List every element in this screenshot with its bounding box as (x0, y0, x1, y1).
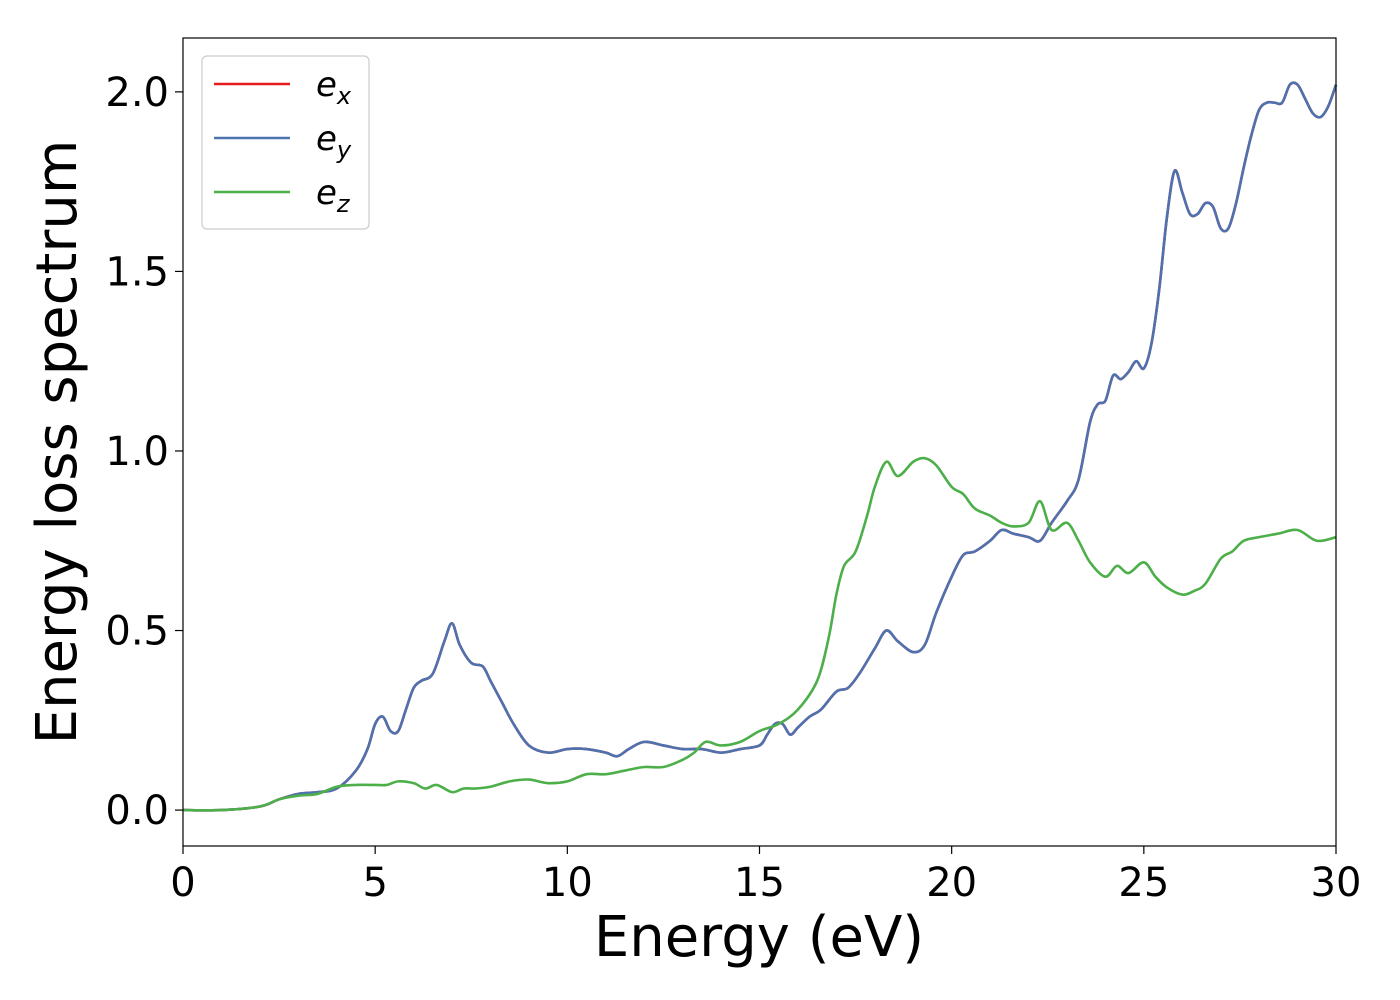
series-line-y (182, 81, 1338, 812)
series-line-z (182, 456, 1337, 812)
x-axis-ticks: 0 5 10 15 20 25 30 (170, 846, 1361, 906)
x-tick-label: 30 (1311, 860, 1362, 906)
y-tick-label: 1.5 (105, 249, 169, 295)
legend-label-x: ex (316, 65, 352, 110)
legend-box (201, 55, 370, 230)
x-axis-title: Energy (eV) (594, 905, 924, 970)
legend-label-z: ez (316, 173, 351, 218)
x-tick-label: 10 (542, 860, 593, 906)
x-tick-label: 25 (1118, 860, 1169, 906)
legend-label-y: ey (316, 119, 352, 164)
x-tick-label: 15 (734, 860, 785, 906)
y-tick-label: 0.0 (105, 788, 169, 834)
y-axis-ticks: 0.0 0.5 1.0 1.5 2.0 (105, 70, 183, 834)
y-tick-label: 2.0 (105, 70, 169, 116)
y-tick-label: 0.5 (105, 609, 169, 655)
x-tick-label: 20 (926, 860, 977, 906)
y-axis-title: Energy loss spectrum (25, 140, 90, 745)
plot-background (183, 38, 1336, 846)
x-tick-label: 5 (362, 860, 387, 906)
series-layer (182, 81, 1338, 812)
x-tick-label: 0 (170, 860, 195, 906)
legend: ex ey ez (201, 55, 370, 230)
y-tick-label: 1.0 (105, 429, 169, 475)
